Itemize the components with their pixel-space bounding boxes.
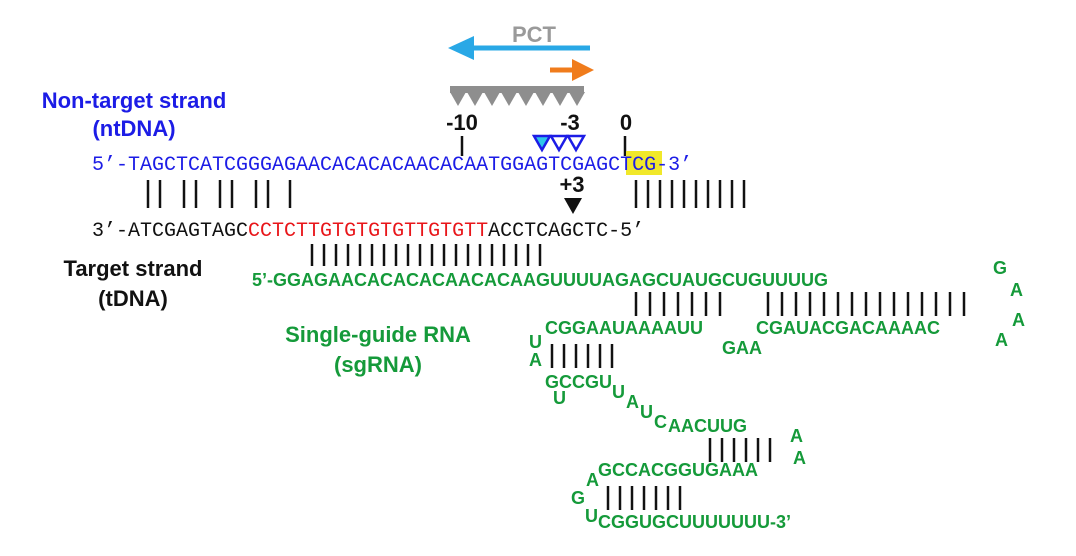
sgrna-gaa-bulge: GAA	[722, 338, 762, 358]
sgrna-top-g: G	[993, 258, 1007, 278]
pct-arrow	[448, 36, 590, 60]
sgrna-g-left: G	[571, 488, 585, 508]
stem2-pairing	[708, 438, 772, 462]
sgrna-line3: GCCGU	[545, 372, 612, 392]
sgrna-linker-u1: U	[612, 382, 625, 402]
sg-label-line2: (sgRNA)	[334, 352, 422, 377]
pct-label: PCT	[512, 22, 557, 47]
sgrna-line2b: CGAUACGACAAAAC	[756, 318, 940, 338]
position-minus-10: -10	[446, 110, 478, 135]
sgrna-linker-a: A	[626, 392, 639, 412]
sgrna-line1: 5’-GGAGAACACACACAACACAAGUUUUAGAGCUAUGCUG…	[252, 270, 828, 290]
plus3-triangle	[564, 198, 582, 214]
rna-dna-pairing	[310, 244, 542, 266]
sgrna-a-left: A	[529, 350, 542, 370]
pam-highlight	[626, 151, 662, 175]
sgrna-a-r3: A	[790, 426, 803, 446]
t-label-line2: (tDNA)	[98, 286, 168, 311]
sgrna-a-left5: A	[586, 470, 599, 490]
sgrna-u-left: U	[529, 332, 542, 352]
sgrna-u-left6: U	[585, 506, 598, 526]
position-plus-3: +3	[559, 172, 584, 197]
nt-label-line1: Non-target strand	[42, 88, 227, 113]
gray-triangle-row	[450, 86, 585, 106]
dna-pairing-right	[634, 180, 746, 208]
sgrna-u-below: U	[553, 388, 566, 408]
nt-sequence: 5’-TAGCTCATCGGGAGAACACACACAACACAATGGAGTC…	[92, 154, 692, 177]
sgrna-line6: CGGUGCUUUUUUU-3’	[598, 512, 791, 532]
sgrna-top-a: A	[1010, 280, 1023, 300]
nt-label-line2: (ntDNA)	[92, 116, 175, 141]
orange-arrow	[550, 59, 594, 81]
sgrna-right-a2: A	[1012, 310, 1025, 330]
sgrna-line2a: CGGAAUAAAAUU	[545, 318, 703, 338]
sg-label-line1: Single-guide RNA	[285, 322, 471, 347]
sgrna-right-a1: A	[995, 330, 1008, 350]
position-zero: 0	[620, 110, 632, 135]
position-minus-3: -3	[560, 110, 580, 135]
sgrna-linker-c: C	[654, 412, 667, 432]
stem1-pairing	[550, 344, 614, 368]
t-label-line1: Target strand	[64, 256, 203, 281]
cleavage-triangles-blue	[531, 134, 587, 153]
sgrna-a-r4: A	[793, 448, 806, 468]
dna-pairing-left	[146, 180, 292, 208]
stem3-pairing	[606, 486, 682, 510]
t-sequence: 3’-ATCGAGTAGCCCTCTTGTGTGTGTTGTGTTACCTCAG…	[92, 220, 644, 243]
sgrna-line4: AACUUG	[668, 416, 747, 436]
sgrna-line5: GCCACGGUGAAA	[598, 460, 758, 480]
sgrna-linker-u2: U	[640, 402, 653, 422]
repeat-pairing	[634, 292, 966, 316]
